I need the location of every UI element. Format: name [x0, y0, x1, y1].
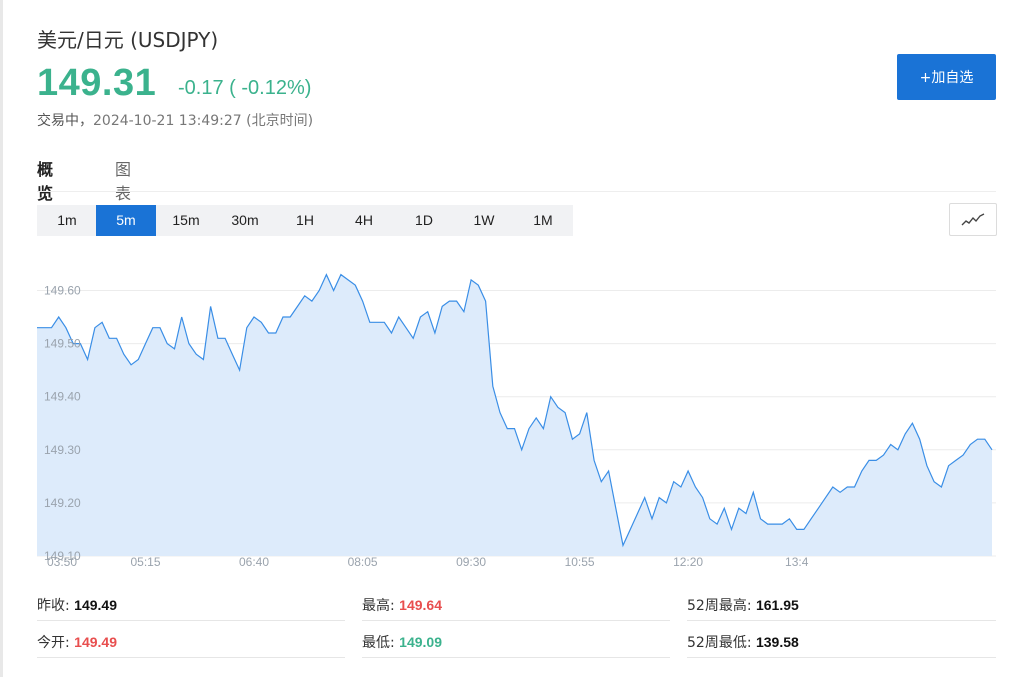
- trading-status: 交易中，2024-10-21 13:49:27 (北京时间): [37, 110, 313, 130]
- stat-divider: [362, 620, 670, 621]
- stat-value: 149.64: [399, 597, 442, 613]
- tabs-divider: [37, 191, 996, 192]
- y-tick-label: 149.50: [44, 337, 81, 351]
- y-tick-label: 149.30: [44, 443, 81, 457]
- line-chart-icon: [961, 212, 985, 225]
- stats-row-2: 今开: 149.49 最低: 149.09 52周最低: 139.58: [37, 627, 996, 663]
- stat-prev-close: 昨收: 149.49: [37, 590, 117, 626]
- timestamp: 2024-10-21 13:49:27 (北京时间): [93, 113, 314, 129]
- stat-divider: [687, 657, 996, 658]
- stat-value: 149.49: [74, 634, 117, 650]
- stat-high: 最高: 149.64: [362, 590, 442, 626]
- stat-value: 139.58: [755, 634, 799, 650]
- stat-value: 161.95: [755, 597, 799, 613]
- status-separator: ，: [79, 113, 93, 129]
- x-tick-label: 03:50: [47, 555, 77, 569]
- timeframe-1m[interactable]: 1m: [57, 212, 77, 228]
- timeframe-1mo[interactable]: 1M: [533, 212, 553, 228]
- stat-label: 52周最低:: [687, 635, 752, 651]
- x-tick-label: 10:55: [565, 555, 595, 569]
- timeframe-15m[interactable]: 15m: [172, 212, 200, 228]
- x-tick-label: 06:40: [239, 555, 269, 569]
- y-tick-label: 149.40: [44, 390, 81, 404]
- stat-value: 149.09: [399, 634, 442, 650]
- stat-divider: [362, 657, 670, 658]
- price-line: [37, 273, 993, 548]
- price-change: -0.17 ( -0.12%): [178, 77, 312, 99]
- y-tick-label: 149.60: [44, 284, 81, 298]
- x-tick-label: 13:4: [785, 555, 809, 569]
- add-watchlist-button[interactable]: +加自选: [897, 54, 996, 100]
- timeframe-5m[interactable]: 5m: [96, 205, 156, 236]
- x-tick-label: 05:15: [130, 555, 160, 569]
- stats-row-1: 昨收: 149.49 最高: 149.64 52周最高: 161.95: [37, 590, 996, 626]
- stat-label: 昨收:: [37, 598, 70, 614]
- y-tick-label: 149.20: [44, 496, 81, 510]
- x-tick-label: 09:30: [456, 555, 486, 569]
- timeframe-1w[interactable]: 1W: [473, 212, 495, 228]
- timeframe-1d[interactable]: 1D: [415, 212, 433, 228]
- stat-divider: [687, 620, 996, 621]
- tab-chart[interactable]: 图表: [115, 160, 132, 203]
- price-chart[interactable]: 149.10 149.20 149.30 149.40 149.50 149.60 03:5…: [37, 248, 996, 578]
- left-edge-rule: [0, 0, 3, 677]
- stat-label: 最低:: [362, 635, 395, 651]
- x-tick-label: 12:20: [673, 555, 703, 569]
- instrument-title: 美元/日元 (USDJPY): [37, 28, 219, 52]
- stat-low: 最低: 149.09: [362, 627, 442, 663]
- x-tick-label: 08:05: [348, 555, 378, 569]
- area-fill: [37, 274, 992, 556]
- stat-label: 52周最高:: [687, 598, 752, 614]
- stat-divider: [37, 657, 345, 658]
- stat-divider: [37, 620, 345, 621]
- stat-label: 最高:: [362, 598, 395, 614]
- timeframe-1h[interactable]: 1H: [296, 212, 314, 228]
- stat-open: 今开: 149.49: [37, 627, 117, 663]
- chart-type-button[interactable]: [949, 203, 997, 236]
- timeframe-4h[interactable]: 4H: [355, 212, 373, 228]
- current-price: 149.31: [37, 62, 157, 104]
- status-label: 交易中: [37, 113, 79, 129]
- y-tick-label: 149.10: [44, 549, 81, 563]
- stat-52w-low: 52周最低: 139.58: [687, 627, 799, 663]
- stat-52w-high: 52周最高: 161.95: [687, 590, 799, 626]
- timeframe-30m[interactable]: 30m: [231, 212, 259, 228]
- stat-value: 149.49: [74, 597, 117, 613]
- stat-label: 今开:: [37, 635, 70, 651]
